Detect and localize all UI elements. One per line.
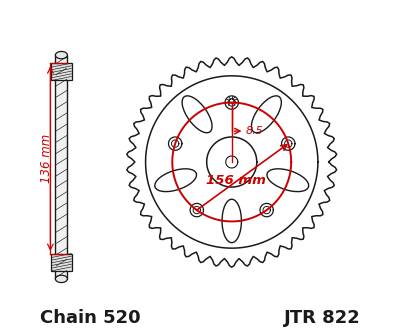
Bar (55, 55, 68, 279)
Ellipse shape (55, 51, 68, 59)
Bar (51, 63, 72, 80)
Text: Chain 520: Chain 520 (40, 309, 140, 327)
Text: JTR 822: JTR 822 (284, 309, 360, 327)
Text: 136 mm: 136 mm (40, 134, 53, 183)
Bar (51, 254, 72, 271)
Ellipse shape (55, 275, 68, 283)
Text: 8.5: 8.5 (246, 126, 264, 136)
Text: 156 mm: 156 mm (206, 174, 266, 187)
